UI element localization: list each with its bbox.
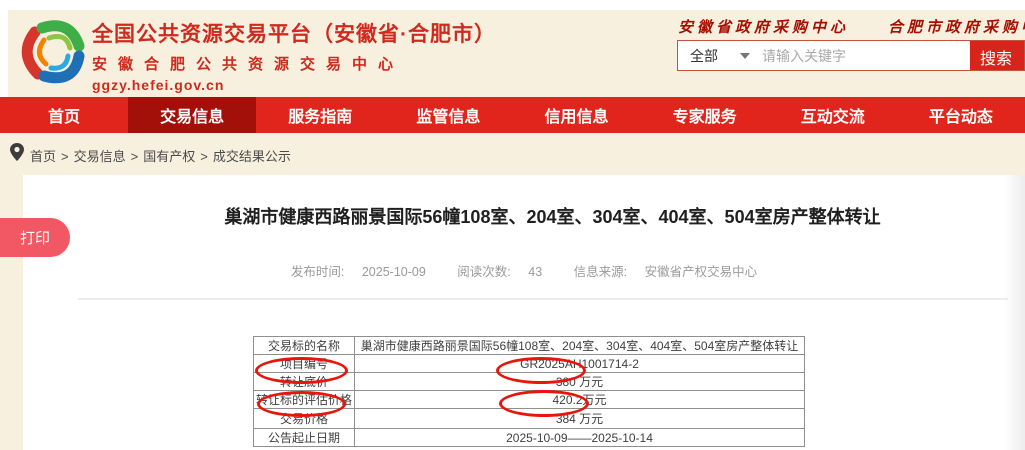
brand-title: 全国公共资源交易平台（安徽省·合肥市） bbox=[92, 23, 496, 46]
brand-subtitle: 安徽合肥公共资源交易中心 bbox=[92, 56, 405, 73]
breadcrumb-home[interactable]: 首页 bbox=[30, 149, 57, 164]
publish-time-label: 发布时间: bbox=[290, 265, 345, 279]
row-value-appraised-price: 420.2万元 bbox=[354, 390, 806, 409]
row-value-notice-period: 2025-10-09——2025-10-14 bbox=[354, 428, 806, 447]
nav-item-home[interactable]: 首页 bbox=[48, 109, 81, 126]
row-value-project-number: GR2025AH1001714-2 bbox=[354, 354, 806, 373]
site-logo[interactable] bbox=[16, 16, 88, 90]
breadcrumb-separator: > bbox=[130, 149, 139, 164]
row-label-project-number: 项目编号 bbox=[252, 354, 356, 373]
search-button[interactable]: 搜索 bbox=[970, 41, 1024, 70]
breadcrumb-strip: 首页 > 交易信息 > 国有产权 > 成交结果公示 bbox=[0, 133, 1025, 175]
breadcrumb-state-property[interactable]: 国有产权 bbox=[143, 149, 196, 164]
table-row: 转让底价 380 万元 bbox=[252, 372, 806, 391]
nav-item-platform-news[interactable]: 平台动态 bbox=[928, 109, 993, 126]
read-count-label: 阅读次数: bbox=[457, 265, 511, 279]
row-label-transfer-base-price: 转让底价 bbox=[252, 372, 356, 391]
article-meta: 发布时间: 2025-10-09 阅读次数: 43 信息来源: 安徽省产权交易中… bbox=[23, 261, 1025, 280]
read-count-value: 43 bbox=[528, 265, 543, 279]
table-row: 公告起止日期 2025-10-09——2025-10-14 bbox=[252, 428, 806, 447]
chevron-down-icon[interactable] bbox=[740, 52, 750, 59]
info-source-value: 安徽省产权交易中心 bbox=[644, 265, 758, 279]
main-nav: 首页 交易信息 服务指南 监管信息 信用信息 专家服务 互动交流 平台动态 bbox=[0, 97, 1025, 133]
nav-item-credit-info[interactable]: 信用信息 bbox=[544, 109, 609, 126]
link-anhui-procurement-center[interactable]: 安徽省政府采购中心 bbox=[678, 18, 850, 36]
breadcrumb: 首页 > 交易信息 > 国有产权 > 成交结果公示 bbox=[30, 146, 291, 165]
deal-info-table: 交易标的名称 巢湖市健康西路丽景国际56幢108室、204室、304室、404室… bbox=[252, 336, 806, 447]
row-label-appraised-price: 转让标的评估价格 bbox=[252, 390, 356, 409]
nav-item-trade-info[interactable]: 交易信息 bbox=[128, 97, 257, 133]
article-title: 巢湖市健康西路丽景国际56幢108室、204室、304室、404室、504室房产… bbox=[224, 207, 881, 227]
info-source-label: 信息来源: bbox=[573, 265, 628, 279]
nav-item-service-guide[interactable]: 服务指南 bbox=[288, 109, 353, 126]
nav-item-expert-service[interactable]: 专家服务 bbox=[672, 109, 737, 126]
search-category-select[interactable]: 全部 bbox=[690, 47, 718, 64]
breadcrumb-separator: > bbox=[61, 149, 69, 164]
divider bbox=[78, 298, 1008, 300]
table-row: 转让标的评估价格 420.2万元 bbox=[252, 390, 806, 409]
link-hefei-procurement-center[interactable]: 合肥市政府采购中心 bbox=[888, 18, 1025, 36]
row-label-notice-period: 公告起止日期 bbox=[252, 428, 356, 447]
left-gutter bbox=[0, 175, 23, 450]
print-button[interactable]: 打印 bbox=[0, 218, 70, 257]
row-value-deal-price: 384 万元 bbox=[354, 408, 806, 429]
row-value-transfer-base-price: 380 万元 bbox=[354, 372, 806, 391]
row-label-target-name: 交易标的名称 bbox=[252, 336, 356, 355]
search-bar: 全部 搜索 bbox=[677, 40, 1025, 71]
search-input[interactable] bbox=[762, 47, 1024, 64]
table-row: 交易价格 384 万元 bbox=[252, 408, 806, 429]
breadcrumb-separator: > bbox=[200, 149, 208, 164]
row-value-target-name: 巢湖市健康西路丽景国际56幢108室、204室、304室、404室、504室房产… bbox=[354, 336, 806, 355]
brand-block: 全国公共资源交易平台（安徽省·合肥市） 安徽合肥公共资源交易中心 ggzy.he… bbox=[92, 18, 496, 93]
nav-item-interaction[interactable]: 互动交流 bbox=[800, 109, 865, 126]
location-pin-icon bbox=[10, 143, 24, 161]
table-row: 项目编号 GR2025AH1001714-2 bbox=[252, 354, 806, 373]
breadcrumb-deal-result[interactable]: 成交结果公示 bbox=[212, 149, 291, 164]
nav-item-supervision-info[interactable]: 监管信息 bbox=[416, 109, 481, 126]
publish-time-value: 2025-10-09 bbox=[361, 265, 426, 279]
brand-url: ggzy.hefei.gov.cn bbox=[92, 77, 225, 93]
row-label-deal-price: 交易价格 bbox=[252, 408, 356, 429]
breadcrumb-trade-info[interactable]: 交易信息 bbox=[73, 149, 126, 164]
table-row: 交易标的名称 巢湖市健康西路丽景国际56幢108室、204室、304室、404室… bbox=[252, 336, 806, 355]
